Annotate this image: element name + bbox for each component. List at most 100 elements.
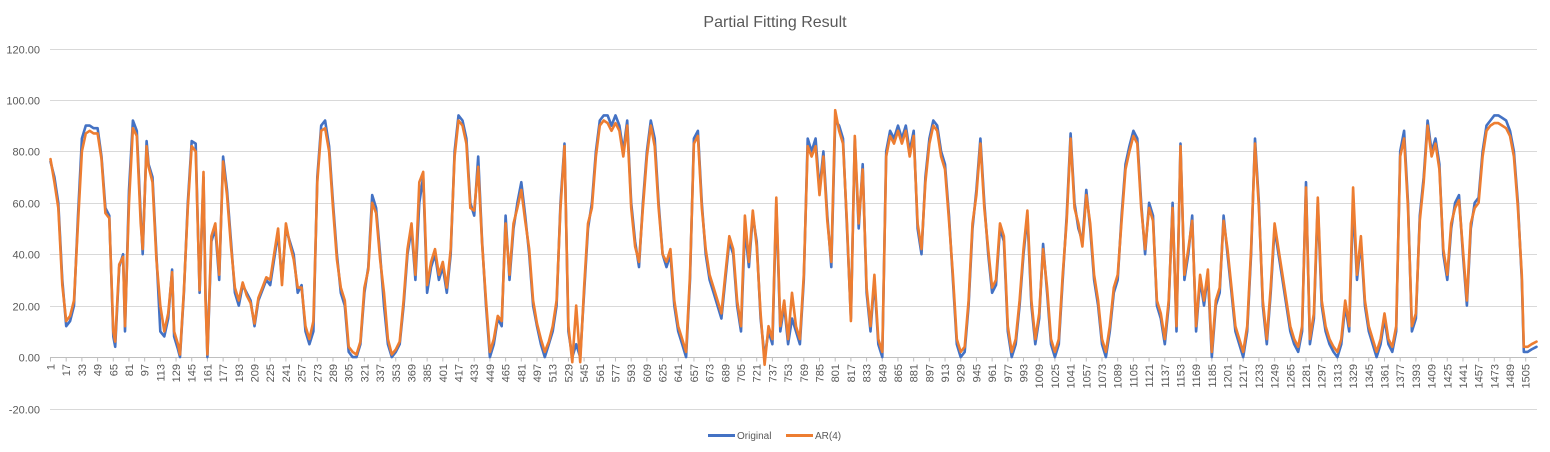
gridlines <box>50 49 1537 410</box>
series-line-ar4 <box>49 108 1538 367</box>
x-tick-label: 193 <box>234 364 246 382</box>
legend-label: Original <box>737 431 771 442</box>
x-tick-label: 705 <box>736 364 748 382</box>
x-tick-label: 1265 <box>1285 364 1297 388</box>
x-tick-label: 1409 <box>1427 364 1439 388</box>
x-tick-label: 1185 <box>1207 364 1219 388</box>
x-tick-label: 209 <box>250 364 262 382</box>
x-tick-label: 913 <box>940 364 952 382</box>
x-tick-label: 17 <box>61 364 73 376</box>
x-tick-label: 737 <box>767 364 779 382</box>
x-tick-label: 1217 <box>1238 364 1250 388</box>
x-tick-label: 177 <box>218 364 230 382</box>
x-tick-label: 321 <box>359 364 371 382</box>
x-tick-label: 1441 <box>1458 364 1470 388</box>
x-axis-labels: 1 17 33 49 65 81 97 113 129 145 161 177 193 209 225 241… <box>45 357 1533 388</box>
x-tick-label: 385 <box>422 364 434 382</box>
x-tick-label: 225 <box>265 364 277 382</box>
x-tick-label: 1281 <box>1301 364 1313 388</box>
series-lines <box>49 108 1538 367</box>
x-tick-label: 1233 <box>1254 364 1266 388</box>
x-tick-label: 1377 <box>1395 364 1407 388</box>
y-tick-label: -20.00 <box>9 405 40 417</box>
x-tick-label: 241 <box>281 364 293 382</box>
x-tick-label: 465 <box>501 364 513 382</box>
x-tick-label: 1505 <box>1521 364 1533 388</box>
x-tick-label: 1457 <box>1474 364 1486 388</box>
y-tick-label: 40.00 <box>12 250 40 262</box>
x-tick-label: 481 <box>516 364 528 382</box>
x-tick-label: 1345 <box>1364 364 1376 388</box>
x-tick-label: 1073 <box>1097 364 1109 388</box>
x-tick-label: 1089 <box>1113 364 1125 388</box>
x-tick-label: 977 <box>1003 364 1015 382</box>
x-tick-label: 657 <box>689 364 701 382</box>
x-tick-label: 1009 <box>1034 364 1046 388</box>
x-tick-label: 1137 <box>1160 364 1172 388</box>
x-tick-label: 49 <box>93 364 105 376</box>
x-tick-label: 257 <box>297 364 309 382</box>
x-tick-label: 1105 <box>1128 364 1140 388</box>
x-tick-label: 417 <box>454 364 466 382</box>
x-tick-label: 337 <box>375 364 387 382</box>
x-tick-label: 721 <box>752 364 764 382</box>
x-tick-label: 1313 <box>1332 364 1344 388</box>
x-tick-label: 1121 <box>1144 364 1156 388</box>
x-tick-label: 129 <box>171 364 183 382</box>
y-tick-label: 20.00 <box>12 302 40 314</box>
chart-title: Partial Fitting Result <box>703 14 847 31</box>
y-tick-label: 80.00 <box>12 147 40 159</box>
x-tick-label: 865 <box>893 364 905 382</box>
x-tick-label: 769 <box>799 364 811 382</box>
x-tick-label: 993 <box>1019 364 1031 382</box>
y-tick-label: 60.00 <box>12 199 40 211</box>
x-tick-label: 1041 <box>1066 364 1078 388</box>
x-tick-label: 497 <box>532 364 544 382</box>
x-tick-label: 753 <box>783 364 795 382</box>
x-tick-label: 81 <box>124 364 136 376</box>
legend-label: AR(4) <box>815 431 841 442</box>
x-tick-label: 689 <box>720 364 732 382</box>
x-tick-label: 833 <box>862 364 874 382</box>
x-tick-label: 97 <box>140 364 152 376</box>
x-tick-label: 1473 <box>1489 364 1501 388</box>
x-tick-label: 513 <box>548 364 560 382</box>
x-tick-label: 897 <box>924 364 936 382</box>
x-tick-label: 945 <box>971 364 983 382</box>
x-tick-label: 817 <box>846 364 858 382</box>
legend: Original AR(4) <box>708 431 841 442</box>
x-tick-label: 1025 <box>1050 364 1062 388</box>
x-tick-label: 1057 <box>1081 364 1093 388</box>
x-tick-label: 33 <box>77 364 89 376</box>
x-tick-label: 145 <box>187 364 199 382</box>
x-tick-label: 1329 <box>1348 364 1360 388</box>
x-tick-label: 273 <box>312 364 324 382</box>
x-tick-label: 1361 <box>1379 364 1391 388</box>
x-tick-label: 353 <box>391 364 403 382</box>
x-tick-label: 625 <box>658 364 670 382</box>
x-tick-label: 1249 <box>1270 364 1282 388</box>
x-tick-label: 1393 <box>1411 364 1423 388</box>
x-tick-label: 1 <box>45 364 57 370</box>
x-tick-label: 1201 <box>1223 364 1235 388</box>
x-tick-label: 289 <box>328 364 340 382</box>
x-tick-label: 1153 <box>1175 364 1187 388</box>
x-tick-label: 1297 <box>1317 364 1329 388</box>
x-tick-label: 785 <box>814 364 826 382</box>
x-tick-label: 65 <box>108 364 120 376</box>
x-tick-label: 561 <box>595 364 607 382</box>
x-tick-label: 545 <box>579 364 591 382</box>
x-tick-label: 1169 <box>1191 364 1203 388</box>
x-tick-label: 577 <box>610 364 622 382</box>
x-tick-label: 113 <box>155 364 167 382</box>
x-tick-label: 449 <box>485 364 497 382</box>
x-tick-label: 401 <box>438 364 450 382</box>
y-axis-labels: -20.00 0.00 20.00 40.00 60.00 80.00 100.00 120.… <box>6 45 40 417</box>
x-tick-label: 673 <box>705 364 717 382</box>
x-tick-label: 849 <box>877 364 889 382</box>
x-tick-label: 961 <box>987 364 999 382</box>
x-tick-label: 929 <box>956 364 968 382</box>
x-tick-label: 369 <box>406 364 418 382</box>
